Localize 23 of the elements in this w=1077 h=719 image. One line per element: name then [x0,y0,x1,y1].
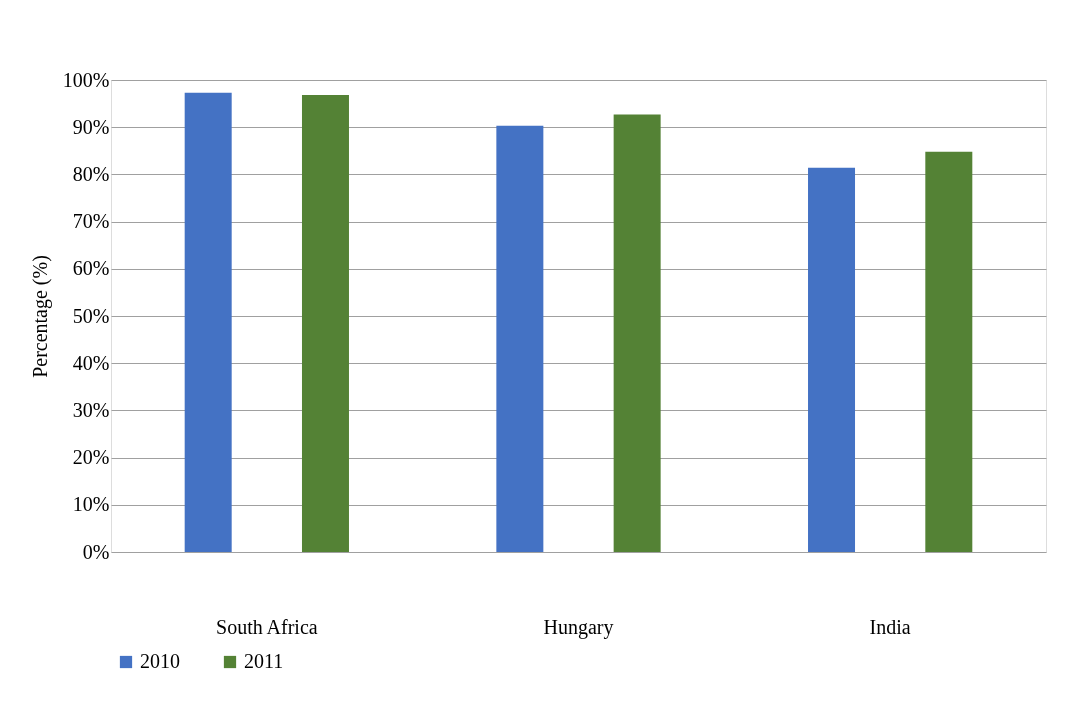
x-tick-label: India [869,615,911,638]
y-tick-label: 50% [72,304,110,327]
bar [301,95,349,552]
bar [925,151,973,552]
y-tick-label: 80% [72,162,110,185]
y-tick-label: 90% [72,115,110,138]
bar [184,92,232,552]
bar [496,125,544,552]
y-tick-label: 60% [72,257,110,280]
legend-label: 2010 [140,650,180,672]
y-tick-label: 20% [72,446,110,469]
legend-label: 2011 [244,650,284,672]
x-tick-label: South Africa [216,615,318,638]
bar [808,167,856,552]
y-tick-label: 70% [72,210,110,233]
y-axis-title: Percentage (%) [28,255,52,378]
y-tick-label: 10% [72,493,110,516]
bar [613,114,661,552]
y-tick-label: 0% [82,540,110,563]
y-tick-label: 30% [72,398,110,421]
x-tick-label: Hungary [543,615,614,639]
y-tick-label: 100% [62,68,110,91]
y-tick-label: 40% [72,351,110,374]
